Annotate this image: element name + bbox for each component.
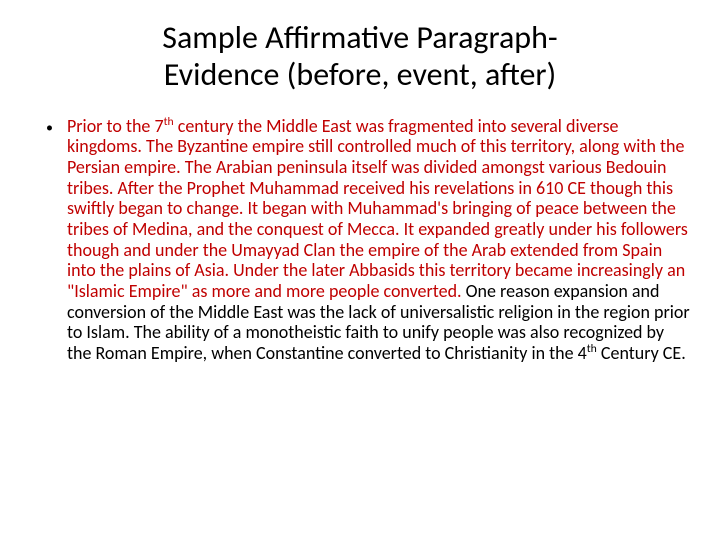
normal-sup-2: th	[587, 342, 597, 356]
title-line-2: Evidence (before, event, after)	[164, 55, 556, 94]
evidence-sup-1: th	[164, 115, 174, 129]
normal-text-2b: Century CE.	[597, 342, 686, 364]
evidence-text-1a: Prior to the 7	[67, 115, 164, 137]
slide-title: Sample Affirmative Paragraph- Evidence (…	[30, 20, 690, 94]
bullet-marker: •	[46, 119, 53, 136]
paragraph-body: Prior to the 7th century the Middle East…	[67, 116, 690, 364]
evidence-text-1b: century the Middle East was fragmented i…	[67, 115, 688, 303]
bullet-item: • Prior to the 7th century the Middle Ea…	[30, 116, 690, 364]
title-line-1: Sample Affirmative Paragraph-	[162, 18, 557, 57]
